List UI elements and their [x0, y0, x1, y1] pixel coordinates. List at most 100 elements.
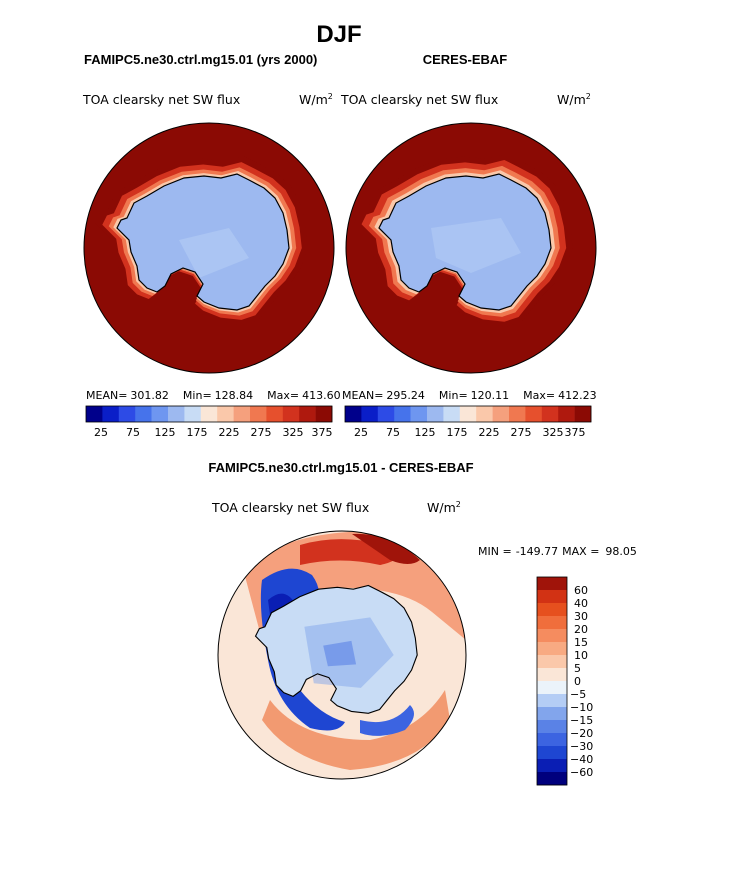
colorbar-tick-label: 375: [565, 426, 586, 439]
colorbar-tick-label: 225: [219, 426, 240, 439]
colorbar-frame: [536, 576, 568, 786]
colorbar-tick-label: −20: [570, 727, 593, 740]
colorbar-swatch: [558, 406, 575, 422]
colorbar-swatch: [537, 733, 567, 747]
panel-obs-map-border: [345, 122, 597, 374]
colorbar-swatch: [492, 406, 510, 422]
colorbar-tick-label: −10: [570, 701, 593, 714]
colorbar-swatch: [151, 406, 169, 422]
colorbar-tick-label: 225: [479, 426, 500, 439]
colorbar-swatch: [537, 642, 567, 656]
colorbar-swatch: [217, 406, 234, 422]
panel-obs-units: W/m2: [557, 92, 591, 107]
panel-diff-positive-south-band: [262, 690, 450, 770]
panel-obs-map: [346, 123, 596, 373]
panel-model-colorbar: [85, 405, 333, 423]
colorbar-tick-label: 60: [574, 584, 588, 597]
colorbar-swatch: [537, 681, 567, 695]
colorbar-swatch: [537, 746, 567, 760]
colorbar-tick-label: 175: [447, 426, 468, 439]
colorbar-tick-label: −60: [570, 766, 593, 779]
colorbar-swatch: [537, 707, 567, 721]
colorbar-swatch: [118, 406, 136, 422]
colorbar-swatch: [299, 406, 316, 422]
colorbar-swatch: [537, 668, 567, 682]
panel-diff-map-border: [217, 530, 467, 780]
panel-obs-variable: TOA clearsky net SW flux: [340, 92, 498, 107]
panel-model-ice-shade: [179, 228, 249, 278]
panel-diff-negative-south: [360, 705, 414, 736]
colorbar-swatch: [233, 406, 251, 422]
colorbar-tick-label: 325: [283, 426, 304, 439]
panel-obs-colorbar: [344, 405, 592, 423]
colorbar-swatch: [525, 406, 543, 422]
colorbar-tick-label: −5: [570, 688, 586, 701]
colorbar-swatch: [537, 694, 567, 708]
colorbar-swatch: [135, 406, 152, 422]
colorbar-tick-label: 75: [126, 426, 140, 439]
colorbar-tick-label: 325: [543, 426, 564, 439]
colorbar-swatch: [537, 590, 567, 604]
panel-obs-ice-shade: [431, 218, 521, 273]
colorbar-swatch: [168, 406, 185, 422]
colorbar-tick-label: −30: [570, 740, 593, 753]
page-title: DJF: [316, 21, 361, 48]
panel-model-stats: MEAN= 301.82 Min= 128.84 Max= 413.60: [86, 389, 341, 402]
colorbar-swatch: [537, 603, 567, 617]
colorbar-swatch: [315, 406, 333, 422]
colorbar-tick-label: 0: [574, 675, 581, 688]
colorbar-frame: [344, 405, 592, 423]
panel-model-units: W/m2: [299, 92, 333, 107]
panel-obs-stats: MEAN= 295.24 Min= 120.11 Max= 412.23: [342, 389, 597, 402]
panel-model: FAMIPC5.ne30.ctrl.mg15.01 (yrs 2000) TOA…: [82, 52, 341, 439]
colorbar-tick-label: 275: [251, 426, 272, 439]
colorbar-swatch: [537, 616, 567, 630]
panel-diff-map: [218, 531, 466, 779]
colorbar-swatch: [86, 406, 103, 422]
colorbar-swatch: [541, 406, 559, 422]
panel-model-map: [84, 123, 334, 373]
colorbar-swatch: [537, 720, 567, 734]
colorbar-swatch: [394, 406, 411, 422]
colorbar-tick-label: 15: [574, 636, 588, 649]
colorbar-swatch: [427, 406, 444, 422]
colorbar-swatch: [361, 406, 379, 422]
colorbar-tick-label: 10: [574, 649, 588, 662]
antarctica-outline-icon: [254, 584, 418, 714]
colorbar-swatch: [537, 577, 567, 591]
colorbar-swatch: [509, 406, 526, 422]
panel-model-case-title: FAMIPC5.ne30.ctrl.mg15.01 (yrs 2000): [84, 52, 317, 67]
colorbar-tick-label: −15: [570, 714, 593, 727]
antarctica-outline-icon: [378, 173, 552, 311]
panel-diff-positive-peak: [352, 533, 420, 564]
antarctica-outline-icon: [116, 173, 290, 311]
colorbar-tick-label: 40: [574, 597, 588, 610]
panel-model-variable: TOA clearsky net SW flux: [82, 92, 240, 107]
panel-diff-variable: TOA clearsky net SW flux: [211, 500, 369, 515]
colorbar-tick-label: 25: [354, 426, 368, 439]
panel-model-colorbar-labels: 25 75 125 175 225 275 325 375: [94, 426, 333, 439]
colorbar-swatch: [443, 406, 461, 422]
panel-obs-colorbar-labels: 25 75 125 175 225 275 325 375: [354, 426, 586, 439]
colorbar-frame: [85, 405, 333, 423]
colorbar-swatch: [537, 629, 567, 643]
panel-diff-colorbar: [536, 576, 568, 786]
panel-diff-case-title: FAMIPC5.ne30.ctrl.mg15.01 - CERES-EBAF: [208, 460, 473, 475]
colorbar-tick-label: 25: [94, 426, 108, 439]
colorbar-swatch: [102, 406, 120, 422]
colorbar-swatch: [377, 406, 395, 422]
panel-model-map-border: [83, 122, 335, 374]
colorbar-swatch: [345, 406, 362, 422]
colorbar-tick-label: 75: [386, 426, 400, 439]
colorbar-swatch: [537, 655, 567, 669]
colorbar-swatch: [184, 406, 202, 422]
colorbar-tick-label: 5: [574, 662, 581, 675]
panel-diff: FAMIPC5.ne30.ctrl.mg15.01 - CERES-EBAF T…: [208, 460, 637, 786]
colorbar-swatch: [266, 406, 284, 422]
colorbar-tick-label: −40: [570, 753, 593, 766]
panel-diff-stats: MIN = -149.77 MAX = 98.05: [478, 545, 637, 558]
colorbar-swatch: [459, 406, 477, 422]
colorbar-swatch: [410, 406, 428, 422]
colorbar-swatch: [476, 406, 493, 422]
